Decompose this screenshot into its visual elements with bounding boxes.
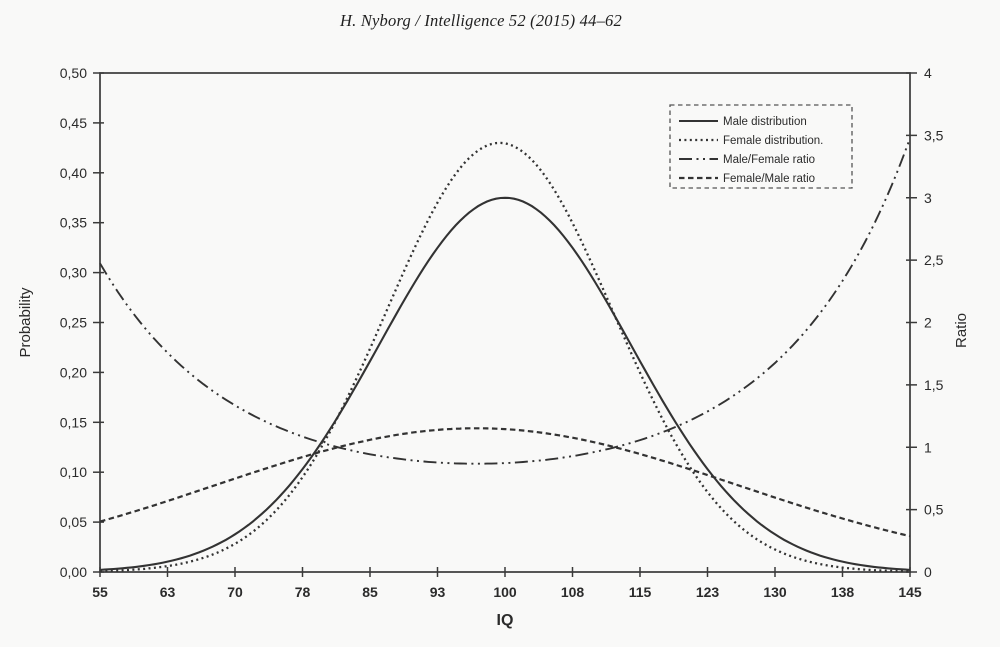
y-right-tick-label: 3,5: [924, 127, 944, 143]
legend-box: [669, 104, 853, 189]
y-right-tick-label: 3: [924, 190, 932, 206]
y-right-tick-label: 2,5: [924, 252, 944, 268]
legend-item: Male distribution: [679, 116, 807, 128]
legend-item: Male/Female ratio: [679, 154, 815, 166]
series-female-distribution: [99, 141, 911, 573]
y-left-tick-label: 0,00: [60, 564, 87, 580]
y-axis-label-left: Probability: [17, 287, 34, 358]
legend: Male distribution Female distribution. Mal…: [669, 104, 853, 189]
y-left-tick-label: 0,45: [60, 115, 87, 131]
y-left-tick-label: 0,40: [60, 165, 87, 181]
series-male-female-ratio: [99, 137, 911, 465]
x-tick-label: 63: [160, 584, 176, 600]
x-axis-label: IQ: [497, 612, 514, 629]
legend-label: Female/Male ratio: [723, 173, 815, 185]
x-tick-label: 85: [362, 584, 378, 600]
y-right-tick-label: 0,5: [924, 502, 944, 518]
series-male-distribution: [99, 196, 911, 571]
y-right-tick-label: 0: [924, 564, 932, 580]
y-left-tick-label: 0,05: [60, 514, 87, 530]
paper-citation: H. Nyborg / Intelligence 52 (2015) 44–62: [340, 11, 622, 30]
legend-label: Female distribution.: [723, 135, 823, 147]
y-right-tick-label: 2: [924, 315, 932, 331]
x-tick-label: 100: [493, 584, 517, 600]
y-left-tick-label: 0,50: [60, 65, 87, 81]
y-axis-label-right: Ratio: [953, 313, 970, 348]
x-tick-label: 130: [763, 584, 787, 600]
y-right-tick-label: 1,5: [924, 377, 944, 393]
y-left-tick-label: 0,20: [60, 364, 87, 380]
series-female-male-ratio: [99, 427, 911, 538]
x-tick-label: 138: [831, 584, 855, 600]
y-left-tick-label: 0,35: [60, 215, 87, 231]
y-left-tick-label: 0,10: [60, 464, 87, 480]
y-right-tick-label: 1: [924, 439, 932, 455]
legend-label: Male distribution: [723, 116, 807, 128]
y-left-tick-label: 0,15: [60, 414, 87, 430]
x-tick-label: 70: [227, 584, 243, 600]
y-left-tick-label: 0,30: [60, 265, 87, 281]
y-left-tick-label: 0,25: [60, 315, 87, 331]
legend-item: Female distribution.: [679, 135, 823, 147]
x-tick-label: 78: [295, 584, 311, 600]
x-tick-label: 55: [92, 584, 108, 600]
x-tick-label: 108: [561, 584, 585, 600]
legend-item: Female/Male ratio: [679, 173, 815, 185]
x-tick-label: 115: [629, 584, 652, 600]
y-right-tick-label: 4: [924, 65, 932, 81]
legend-label: Male/Female ratio: [723, 154, 815, 166]
x-tick-label: 145: [898, 584, 922, 600]
plot-frame: [99, 72, 911, 573]
x-tick-label: 123: [696, 584, 720, 600]
x-tick-label: 93: [430, 584, 446, 600]
